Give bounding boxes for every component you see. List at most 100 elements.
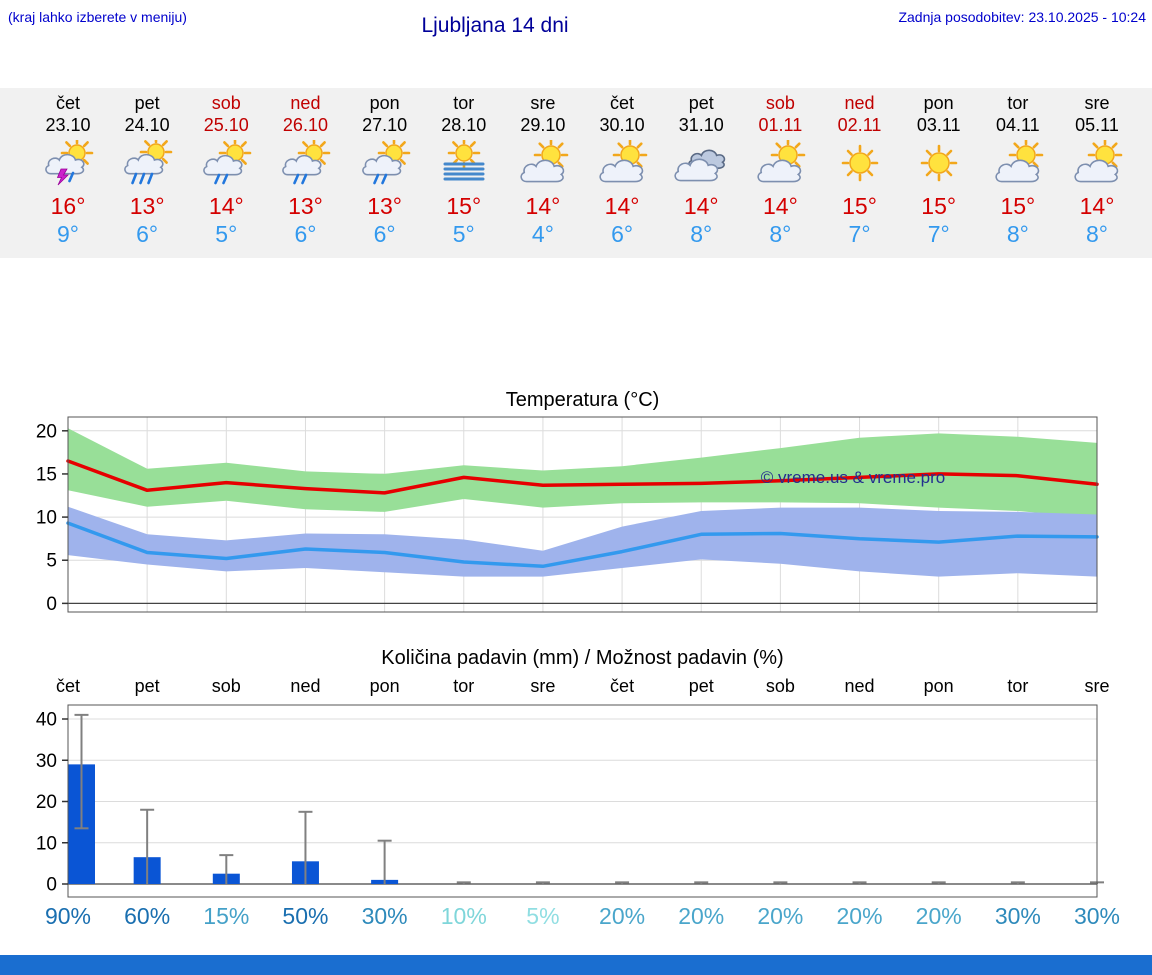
rain-shower-icon [343, 136, 427, 190]
max-temperature: 14° [683, 193, 719, 219]
cloudy-icon [659, 140, 743, 190]
temp-y-tick-label: 20 [36, 421, 57, 442]
precip-day-label: sob [211, 676, 241, 696]
day-column: čet 30.10 14° 6° [580, 88, 664, 247]
precipitation-chart: 0 10 20 30 40 [36, 704, 1104, 898]
precip-day-label: sob [765, 676, 795, 696]
precip-day-label: čet [55, 676, 81, 696]
rain-shower-icon [263, 136, 347, 190]
footer-bar [0, 955, 1152, 975]
precip-probability: 90% [44, 903, 92, 929]
temperature-chart-title: Temperatura (°C) [505, 389, 660, 411]
max-temperature: 14° [604, 193, 640, 219]
rain-shower-icon [184, 136, 268, 190]
precip-probability: 50% [282, 903, 329, 929]
day-column: ned 26.10 13° 6° [263, 88, 347, 247]
day-name: pet [688, 93, 714, 113]
max-temperature: 14° [208, 193, 244, 219]
day-date: 01.11 [758, 115, 803, 135]
precip-probability: 5% [526, 903, 560, 929]
day-date: 02.11 [837, 115, 882, 135]
day-column: ned 02.11 15° 7° [818, 88, 902, 247]
max-temperature: 15° [842, 193, 877, 219]
day-column: čet 23.10 16° 9° [26, 88, 110, 247]
min-temperature: 6° [294, 221, 317, 247]
precip-probability: 20% [757, 903, 804, 929]
day-date: 29.10 [520, 115, 566, 135]
temperature-chart: © vreme.us & vreme.pro 0 5 10 15 20 [36, 416, 1099, 615]
min-temperature: 4° [531, 221, 554, 247]
day-name: sre [530, 93, 556, 113]
min-temperature: 7° [927, 221, 950, 247]
day-column: sre 29.10 14° 4° [501, 88, 585, 247]
max-temperature: 13° [288, 193, 323, 219]
precip-day-label: ned [844, 676, 875, 696]
last-updated: Zadnja posodobitev: 23.10.2025 - 10:24 [898, 9, 1146, 25]
day-column: sob 01.11 14° 8° [738, 88, 822, 247]
partly-cloudy-icon [976, 137, 1060, 190]
min-temperature: 7° [848, 221, 871, 247]
precip-day-label: ned [290, 676, 321, 696]
precip-y-tick-label: 10 [36, 833, 57, 854]
forecast-strip: čet 23.10 16° 9° pet 24.10 13° 6° sob 25.10 14° 5° n… [0, 88, 1152, 258]
precip-day-label: pon [923, 676, 954, 696]
day-name: ned [290, 93, 321, 113]
precip-y-tick-label: 0 [46, 875, 57, 896]
day-column: pon 03.11 15° 7° [897, 88, 981, 247]
day-date: 05.11 [1075, 115, 1119, 135]
precip-day-label: tor [453, 676, 475, 696]
precip-probability: 30% [1073, 903, 1121, 929]
precip-day-label: čet [610, 676, 635, 696]
day-date: 24.10 [124, 115, 170, 135]
day-column: pon 27.10 13° 6° [343, 88, 427, 247]
day-name: sob [765, 93, 795, 113]
day-name: sre [1084, 93, 1110, 113]
precip-day-label: sre [1084, 676, 1110, 696]
min-temperature: 8° [1086, 221, 1108, 247]
precip-chart-title: Količina padavin (mm) / Možnost padavin … [381, 647, 784, 669]
precip-probability: 20% [915, 903, 962, 929]
day-name: sob [211, 93, 241, 113]
precip-probability: 30% [361, 903, 408, 929]
day-date: 23.10 [45, 115, 91, 135]
min-temperature: 9° [57, 221, 79, 247]
min-temperature: 5° [215, 221, 238, 247]
min-temperature: 6° [611, 221, 634, 247]
menu-hint: (kraj lahko izberete v meniju) [8, 9, 187, 25]
precip-y-tick-label: 20 [36, 792, 57, 813]
watermark-link[interactable]: © vreme.us & vreme.pro [761, 468, 945, 487]
day-date: 26.10 [282, 115, 328, 135]
min-temperature: 6° [373, 221, 396, 247]
day-date: 28.10 [441, 115, 487, 135]
partly-cloudy-icon [580, 137, 664, 190]
day-name: pet [134, 93, 160, 113]
temp-y-tick-label: 10 [36, 508, 57, 529]
precip-y-tick-label: 30 [36, 751, 57, 772]
precip-day-labels: čet pet sob ned pon tor sre čet pet sob ned pon tor s… [0, 676, 1152, 702]
precip-day-label: tor [1007, 676, 1029, 696]
precip-probability: 20% [678, 903, 725, 929]
thunder-shower-icon [26, 136, 110, 190]
day-date: 27.10 [362, 115, 408, 135]
sunny-icon [897, 140, 981, 190]
precip-day-label: sre [530, 676, 556, 696]
min-temperature: 8° [769, 221, 792, 247]
precip-y-tick-label: 40 [36, 710, 57, 731]
day-column: sre 05.11 14° 8° [1055, 88, 1139, 247]
day-date: 04.11 [995, 115, 1040, 135]
day-date: 25.10 [203, 115, 249, 135]
precip-probability: 20% [599, 903, 646, 929]
max-temperature: 16° [50, 193, 86, 219]
heavy-rain-icon [105, 135, 189, 190]
day-name: pon [369, 93, 400, 113]
day-name: pon [923, 93, 954, 113]
day-date: 03.11 [916, 115, 961, 135]
partly-cloudy-icon [738, 137, 822, 190]
day-name: čet [610, 93, 635, 113]
min-temperature: 6° [136, 221, 159, 247]
partly-cloudy-icon [501, 137, 585, 190]
min-temperature: 8° [690, 221, 713, 247]
day-column: tor 04.11 15° 8° [976, 88, 1060, 247]
precip-probability: 10% [440, 903, 487, 929]
